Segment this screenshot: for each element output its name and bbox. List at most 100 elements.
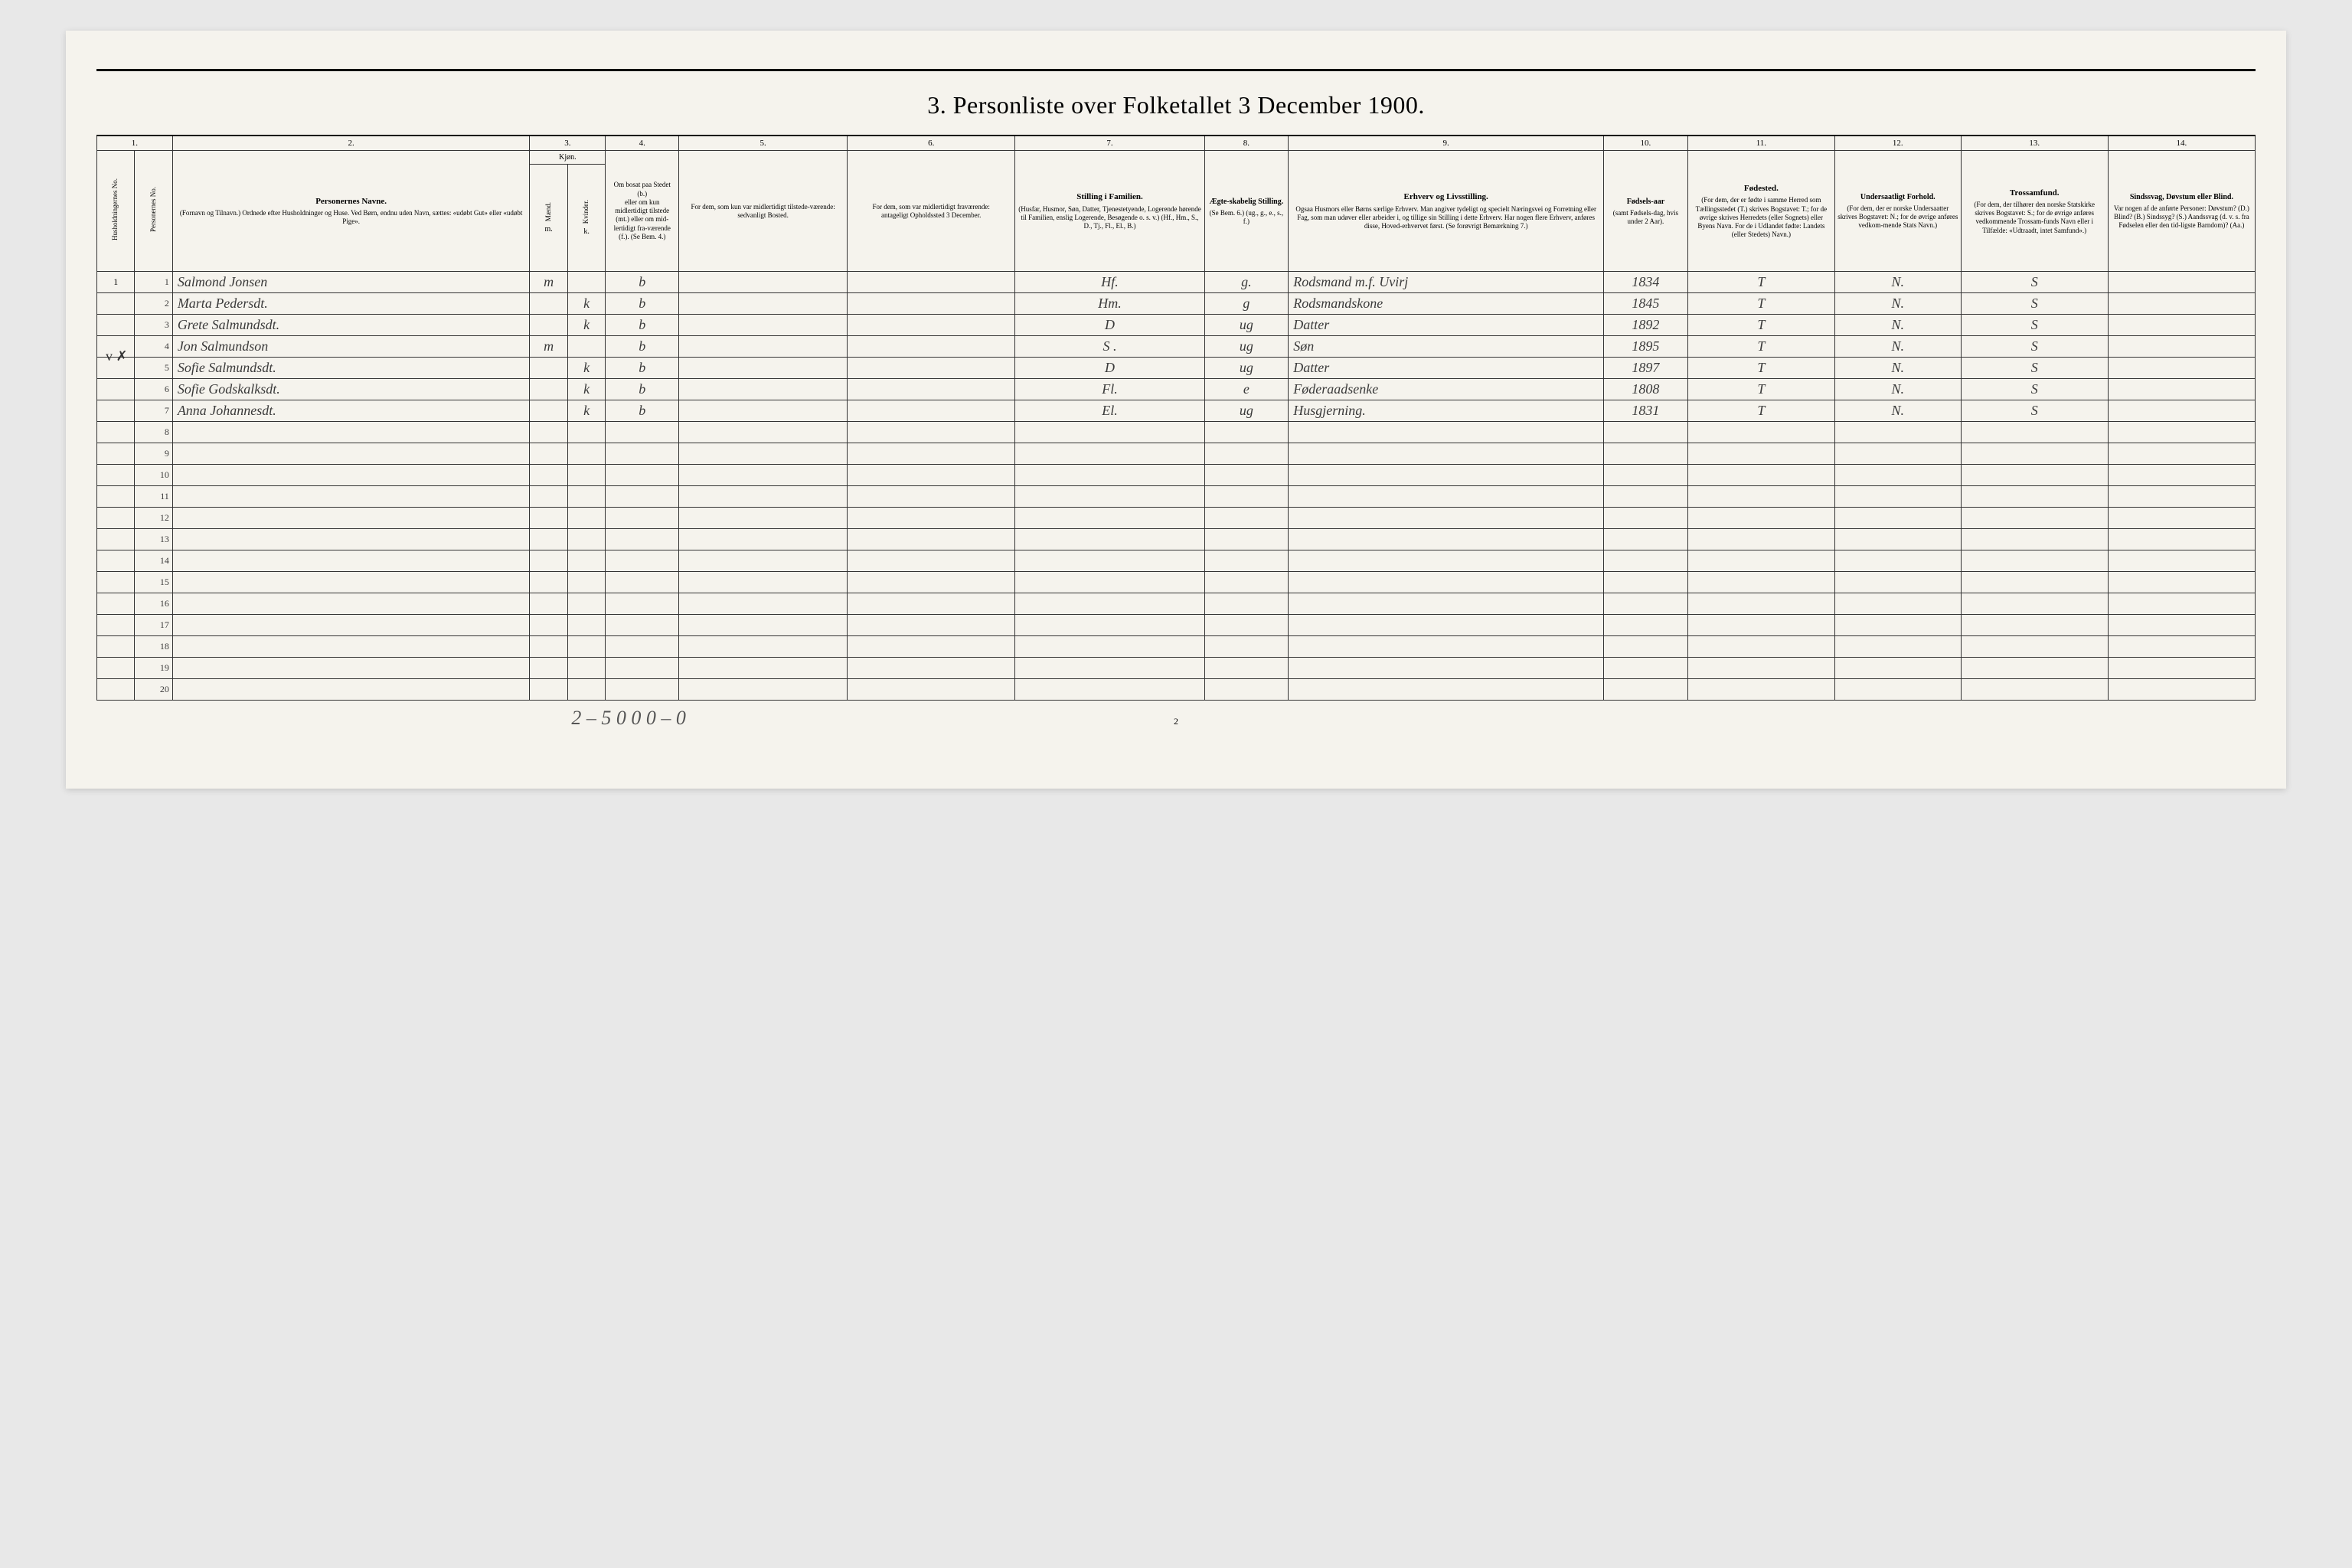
cell-name: Marta Pedersdt. [172, 293, 530, 315]
cell-k [567, 272, 605, 293]
cell-egte: e [1204, 379, 1289, 400]
header-fod: Fødested. (For dem, der er fødte i samme… [1687, 151, 1834, 272]
header-erhv: Erhverv og Livsstilling. Ogsaa Husmors e… [1289, 151, 1604, 272]
cell-m [530, 358, 567, 379]
colnum-14: 14. [2108, 136, 2255, 151]
cell-pers: 1 [135, 272, 172, 293]
top-rule [96, 69, 2256, 71]
cell-fod: T [1687, 358, 1834, 379]
table-row: 8 [97, 422, 2256, 443]
cell-aar: 1897 [1604, 358, 1688, 379]
cell-tro: S [1961, 336, 2108, 358]
cell-frav [847, 315, 1015, 336]
cell-pers: 13 [135, 529, 172, 550]
cell-hush [97, 658, 135, 679]
table-row: 12 [97, 508, 2256, 529]
cell-bosat: b [606, 336, 679, 358]
table-row: 6Sofie Godskalksdt.kbFl.eFøderaadsenke18… [97, 379, 2256, 400]
cell-erhv: Søn [1289, 336, 1604, 358]
cell-frav [847, 358, 1015, 379]
cell-erhv: Datter [1289, 358, 1604, 379]
cell-bosat: b [606, 293, 679, 315]
cell-still: Hf. [1015, 272, 1204, 293]
cell-egte: ug [1204, 400, 1289, 422]
cell-k: k [567, 293, 605, 315]
cell-frav [847, 272, 1015, 293]
cell-hush [97, 529, 135, 550]
cell-pers: 12 [135, 508, 172, 529]
cell-name: Salmond Jonsen [172, 272, 530, 293]
census-table: 1. 2. 3. 4. 5. 6. 7. 8. 9. 10. 11. 12. 1… [96, 135, 2256, 701]
cell-pers: 16 [135, 593, 172, 615]
colnum-5: 5. [679, 136, 848, 151]
colnum-8: 8. [1204, 136, 1289, 151]
header-bosat: Om bosat paa Stedet (b.) eller om kun mi… [606, 151, 679, 272]
cell-tro: S [1961, 358, 2108, 379]
cell-midl [679, 379, 848, 400]
header-egte: Ægte-skabelig Stilling. (Se Bem. 6.) (ug… [1204, 151, 1289, 272]
cell-egte: g [1204, 293, 1289, 315]
colnum-13: 13. [1961, 136, 2108, 151]
cell-sind [2108, 379, 2255, 400]
cell-hush [97, 486, 135, 508]
cell-hush [97, 315, 135, 336]
cell-k: k [567, 358, 605, 379]
cell-still: D [1015, 315, 1204, 336]
header-m: Mænd. m. [530, 165, 567, 272]
header-kjon: Kjøn. [530, 151, 606, 165]
page-title: 3. Personliste over Folketallet 3 Decemb… [96, 91, 2256, 119]
cell-aar: 1892 [1604, 315, 1688, 336]
cell-m [530, 400, 567, 422]
cell-pers: 19 [135, 658, 172, 679]
cell-hush [97, 550, 135, 572]
cell-sind [2108, 293, 2255, 315]
cell-pers: 10 [135, 465, 172, 486]
table-row: 5Sofie Salmundsdt.kbDugDatter1897TN.S [97, 358, 2256, 379]
cell-hush [97, 508, 135, 529]
table-row: 16 [97, 593, 2256, 615]
cell-pers: 17 [135, 615, 172, 636]
cell-pers: 8 [135, 422, 172, 443]
cell-erhv: Rodsmandskone [1289, 293, 1604, 315]
cell-bosat: b [606, 400, 679, 422]
cell-name: Jon Salmundson [172, 336, 530, 358]
cell-hush [97, 400, 135, 422]
header-k: Kvinder. k. [567, 165, 605, 272]
cell-fod: T [1687, 272, 1834, 293]
cell-und: N. [1834, 400, 1961, 422]
colnum-2: 2. [172, 136, 530, 151]
header-sind: Sindssvag, Døvstum eller Blind. Var noge… [2108, 151, 2255, 272]
cell-hush: 1 [97, 272, 135, 293]
cell-tro: S [1961, 293, 2108, 315]
cell-pers: 20 [135, 679, 172, 701]
cell-frav [847, 400, 1015, 422]
cell-name: Anna Johannesdt. [172, 400, 530, 422]
cell-hush [97, 443, 135, 465]
margin-mark-row7: v ✗ [106, 348, 128, 364]
cell-midl [679, 315, 848, 336]
colnum-7: 7. [1015, 136, 1204, 151]
cell-pers: 2 [135, 293, 172, 315]
cell-hush [97, 572, 135, 593]
cell-tro: S [1961, 400, 2108, 422]
cell-und: N. [1834, 358, 1961, 379]
cell-hush [97, 379, 135, 400]
table-row: 17 [97, 615, 2256, 636]
cell-fod: T [1687, 336, 1834, 358]
cell-bosat: b [606, 379, 679, 400]
page-number: 2 [96, 716, 2256, 727]
cell-hush [97, 465, 135, 486]
cell-pers: 7 [135, 400, 172, 422]
cell-erhv: Datter [1289, 315, 1604, 336]
cell-pers: 5 [135, 358, 172, 379]
cell-bosat: b [606, 272, 679, 293]
cell-bosat: b [606, 315, 679, 336]
header-pers: Personernes No. [135, 151, 172, 272]
cell-bosat: b [606, 358, 679, 379]
cell-hush [97, 293, 135, 315]
colnum-3: 3. [530, 136, 606, 151]
cell-pers: 9 [135, 443, 172, 465]
cell-egte: g. [1204, 272, 1289, 293]
cell-still: S . [1015, 336, 1204, 358]
colnum-9: 9. [1289, 136, 1604, 151]
